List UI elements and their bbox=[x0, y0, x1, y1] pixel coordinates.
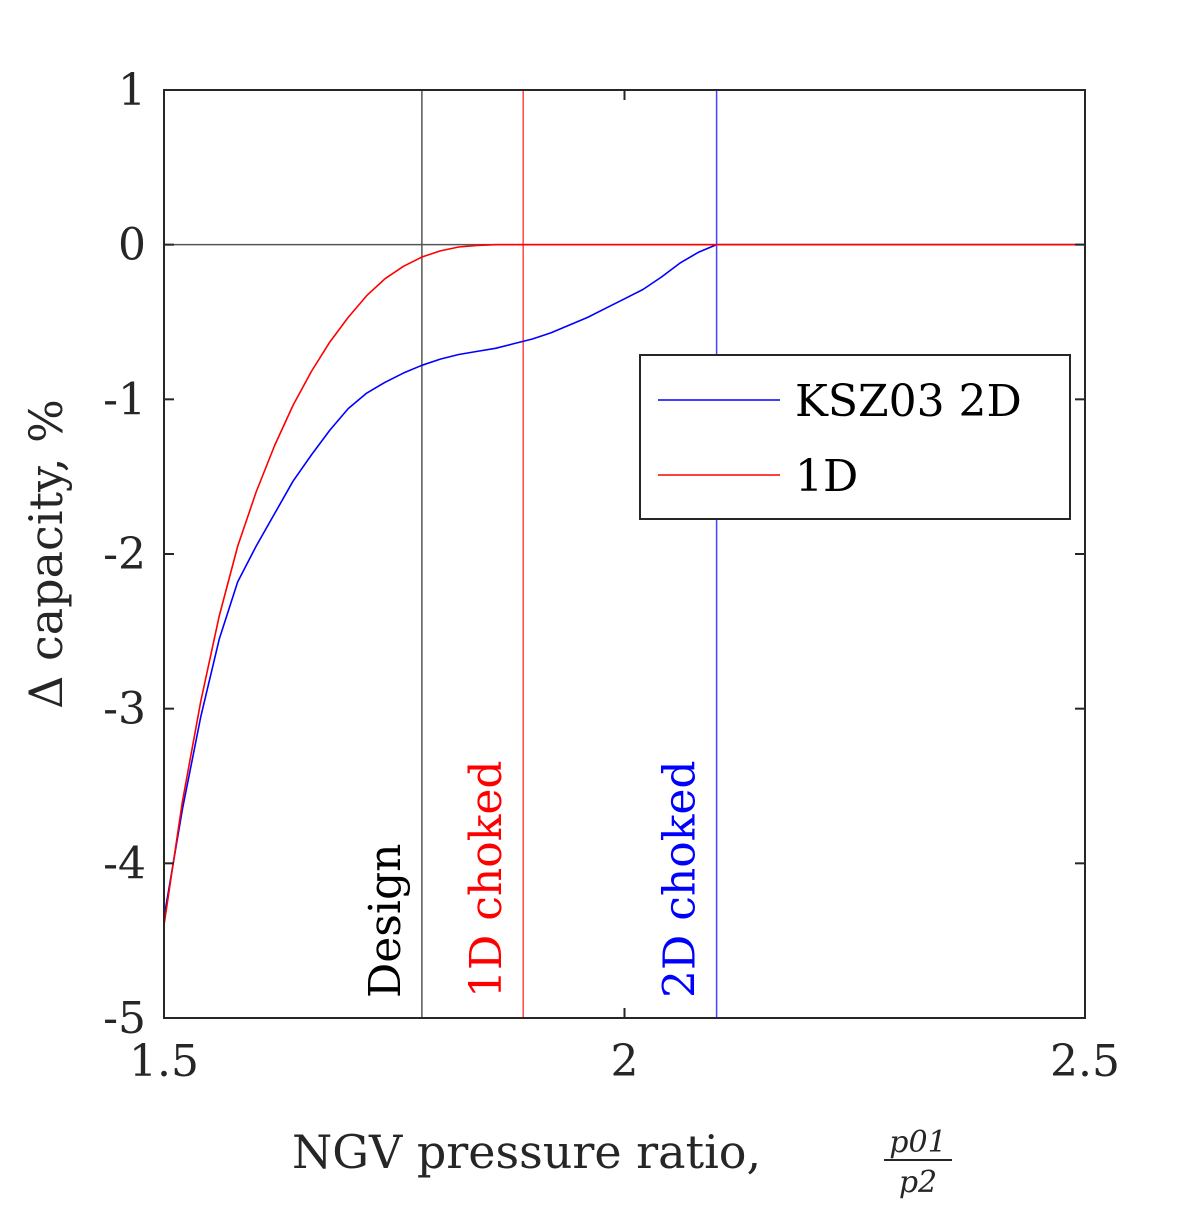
y-tick-label-4: -3 bbox=[103, 684, 146, 735]
series-line-1 bbox=[163, 243, 1085, 926]
y-tick-label-2: -1 bbox=[103, 374, 146, 425]
y-tick-label-6: -5 bbox=[103, 993, 146, 1044]
x-tick-label-1: 2 bbox=[611, 1036, 639, 1087]
series-line-0 bbox=[163, 243, 1085, 918]
x-axis-fraction-denominator: p2 bbox=[899, 1165, 937, 1200]
y-tick-label-0: 1 bbox=[118, 65, 146, 116]
legend-label-1: 1D bbox=[795, 451, 858, 502]
x-tick-label-0: 1.5 bbox=[129, 1036, 199, 1087]
legend-box bbox=[639, 354, 1071, 520]
reference-label-3: 2D choked bbox=[655, 760, 706, 998]
y-tick-label-5: -4 bbox=[103, 838, 146, 889]
y-tick-label-3: -2 bbox=[103, 529, 146, 580]
x-axis-title: NGV pressure ratio, bbox=[292, 1125, 761, 1179]
x-tick-label-2: 2.5 bbox=[1050, 1036, 1120, 1087]
y-axis-title: Δ capacity, % bbox=[19, 399, 73, 709]
legend: KSZ03 2D 1D bbox=[639, 354, 1071, 520]
y-tick-label-1: 0 bbox=[118, 220, 146, 271]
plot-area bbox=[164, 90, 1085, 1018]
x-axis-fraction-numerator: p01 bbox=[889, 1125, 946, 1160]
legend-label-0: KSZ03 2D bbox=[795, 376, 1022, 427]
reference-label-1: Design bbox=[360, 844, 411, 998]
reference-label-2: 1D choked bbox=[461, 760, 512, 998]
